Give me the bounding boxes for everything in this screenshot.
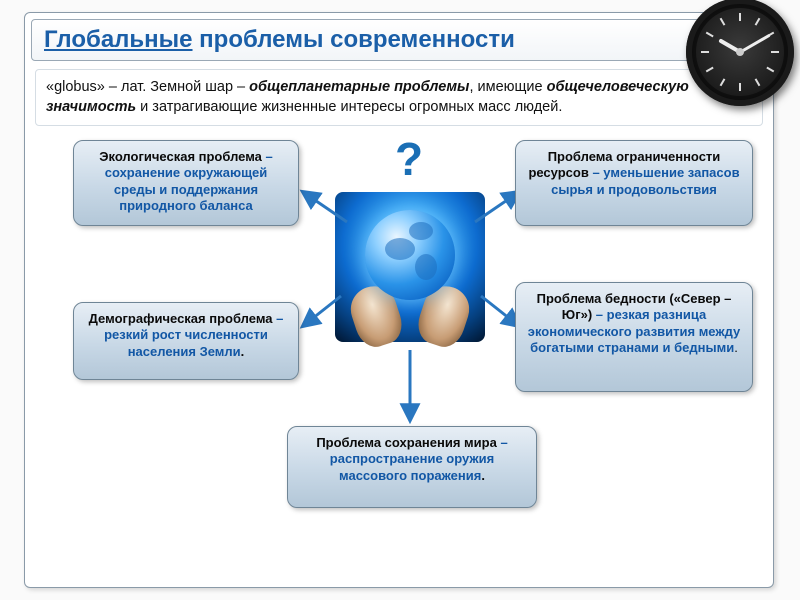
clock-icon xyxy=(686,0,794,106)
title-bar: Глобальные проблемы современности xyxy=(31,19,767,61)
node-peace: Проблема сохранения мира – распространен… xyxy=(287,426,537,508)
node-resources: Проблема ограниченности ресурсов – умень… xyxy=(515,140,753,226)
main-panel: Глобальные проблемы современности «globu… xyxy=(24,12,774,588)
question-mark-icon: ? xyxy=(395,132,423,186)
title-rest: проблемы современности xyxy=(193,26,515,53)
node-demography: Демографическая проблема – резкий рост ч… xyxy=(73,302,299,380)
node-ecology: Экологическая проблема – сохранение окру… xyxy=(73,140,299,226)
page-title: Глобальные проблемы современности xyxy=(44,26,754,54)
diagram-area: ? Экологическая проблема – сохранение ок… xyxy=(25,126,773,556)
description-box: «globus» – лат. Земной шар – общепланета… xyxy=(35,69,763,126)
title-underlined: Глобальные xyxy=(44,26,193,53)
node-poverty: Проблема бедности («Север – Юг») – резка… xyxy=(515,282,753,392)
globe-image xyxy=(335,192,485,342)
